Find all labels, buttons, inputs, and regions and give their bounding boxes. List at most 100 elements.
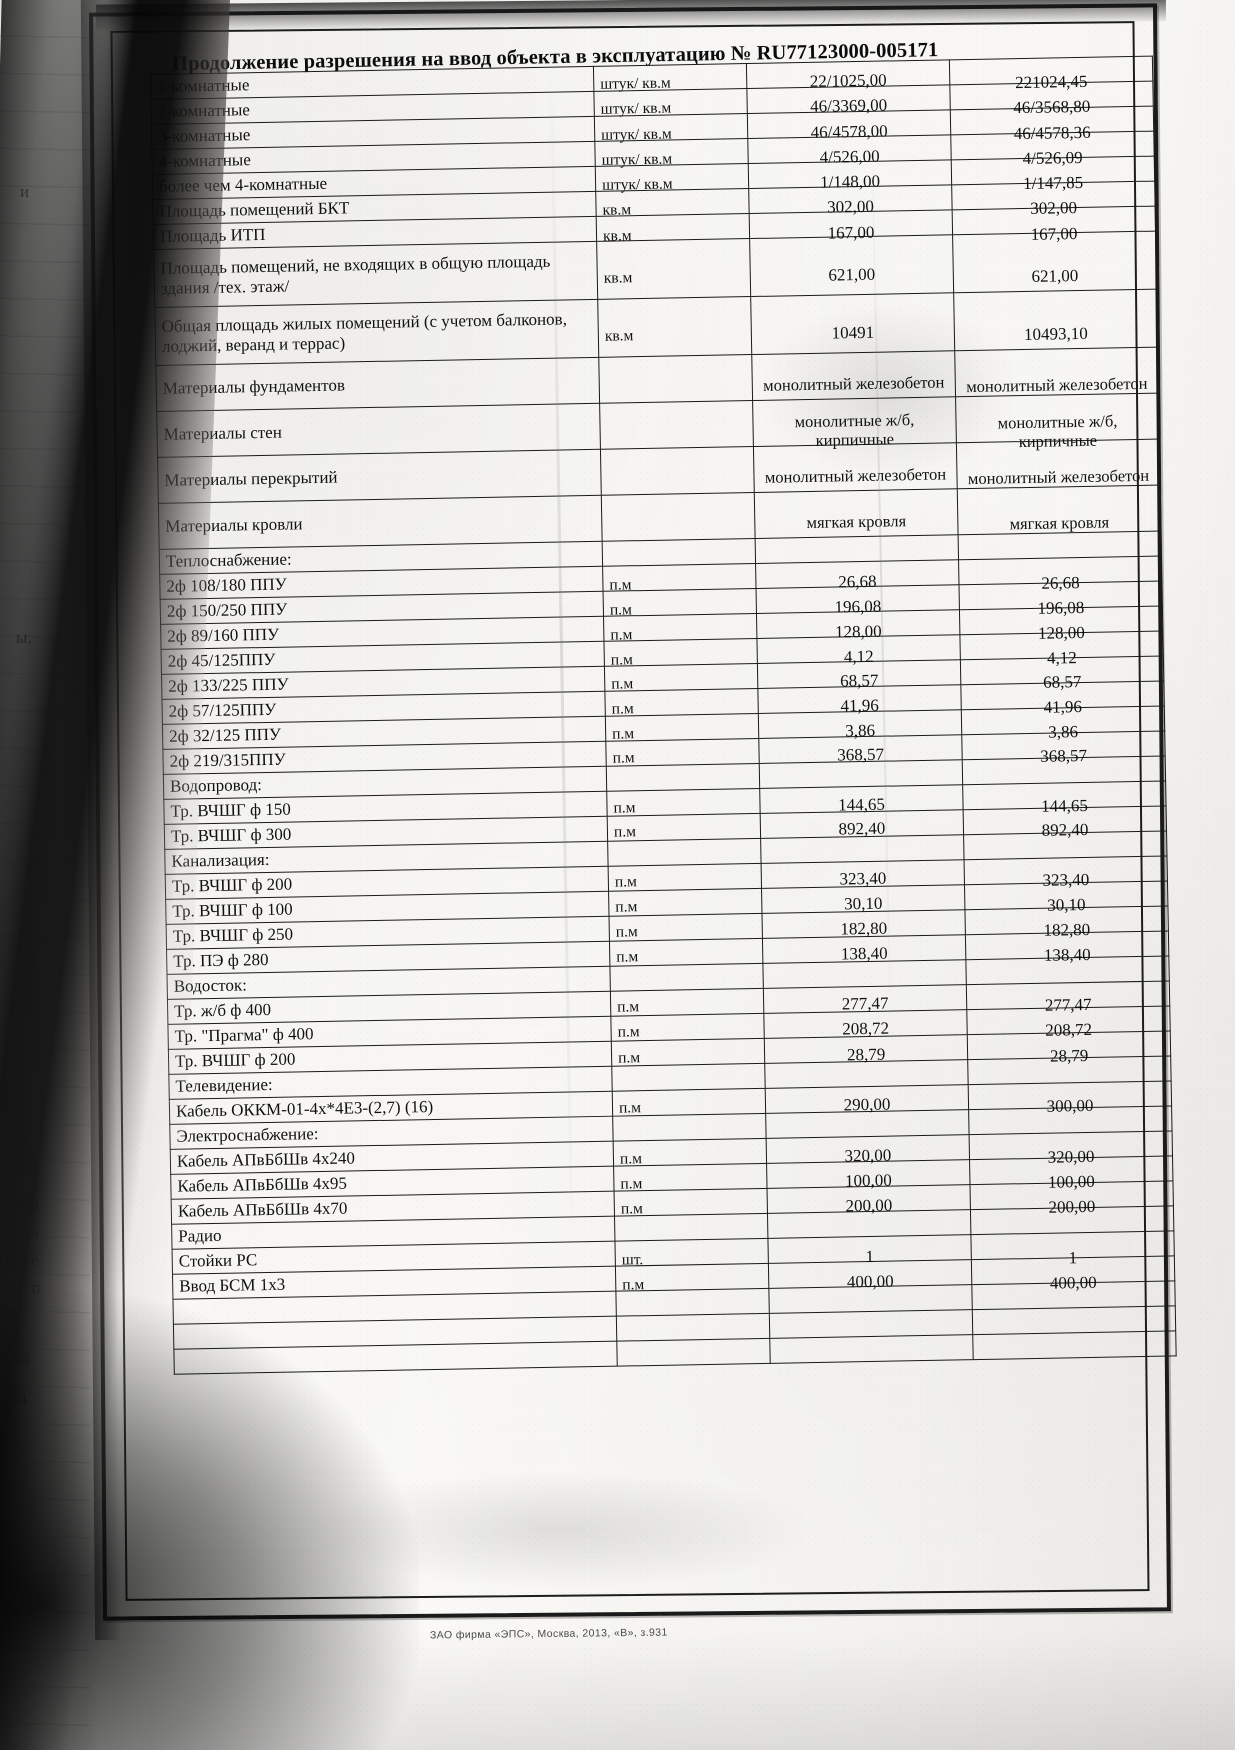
row-value-design: 621,00 xyxy=(749,243,954,306)
empty-cell xyxy=(616,1321,770,1350)
row-unit: п.м xyxy=(607,817,761,846)
row-value-actual: 196,08 xyxy=(959,594,1163,623)
row-unit: п.м xyxy=(609,942,763,971)
row-unit: п.м xyxy=(615,1270,769,1299)
row-value-design: 4/526,00 xyxy=(747,142,952,172)
row-unit xyxy=(614,1220,769,1249)
row-value-design: 10491 xyxy=(750,301,955,364)
row-unit xyxy=(612,1118,767,1147)
row-value-design: 290,00 xyxy=(765,1090,969,1120)
row-value-actual: 200,00 xyxy=(970,1192,1174,1222)
row-value-design xyxy=(767,1217,972,1247)
row-value-design: 277,47 xyxy=(763,989,967,1019)
row-unit xyxy=(600,454,755,504)
row-value-design: 100,00 xyxy=(766,1166,971,1196)
row-value-actual: 100,00 xyxy=(969,1167,1174,1197)
row-unit: п.м xyxy=(602,570,757,599)
row-unit: п.м xyxy=(608,867,762,896)
row-value-design: 68,57 xyxy=(757,666,961,696)
row-unit: штук/ кв.м xyxy=(595,170,749,199)
row-value-actual: 400,00 xyxy=(971,1268,1176,1298)
row-unit: п.м xyxy=(614,1194,768,1223)
row-value-design xyxy=(759,765,963,795)
empty-cell xyxy=(769,1343,974,1373)
row-value-design: 128,00 xyxy=(756,617,961,647)
row-parameter-name: Материалы перекрытий xyxy=(157,449,602,504)
row-value-actual: монолитные ж/б, кирпичные xyxy=(955,407,1160,457)
empty-cell xyxy=(972,1319,1176,1349)
row-value-design: 30,10 xyxy=(761,889,966,919)
row-value-design: 200,00 xyxy=(767,1191,971,1221)
row-value-design xyxy=(762,964,967,994)
row-value-actual xyxy=(970,1218,1175,1248)
row-value-actual: 10493,10 xyxy=(953,303,1158,365)
row-value-design: 1/148,00 xyxy=(748,167,952,197)
row-value-actual xyxy=(966,965,1170,995)
row-unit: шт. xyxy=(615,1245,769,1274)
row-parameter-name: Материалы кровли xyxy=(158,495,603,550)
row-value-actual: мягкая кровля xyxy=(957,499,1162,549)
row-unit: кв.м xyxy=(595,195,750,224)
row-unit: п.м xyxy=(611,1043,765,1072)
row-value-actual: 892,40 xyxy=(963,816,1167,845)
row-parameter-name: Материалы стен xyxy=(156,403,601,458)
row-unit: п.м xyxy=(603,595,757,624)
row-value-actual: 26,68 xyxy=(958,569,1163,598)
empty-cell xyxy=(769,1318,973,1348)
parameters-table: 1-комнатные штук/ кв.м 22/1025,00 221024,45… xyxy=(150,56,1177,1375)
row-parameter-name: Материалы фундаментов xyxy=(155,357,600,412)
row-value-actual: 4/526,09 xyxy=(950,144,1155,173)
row-value-actual xyxy=(963,840,1168,870)
parameters-table-body: 1-комнатные штук/ кв.м 22/1025,00 221024,45… xyxy=(150,56,1177,1375)
empty-cell xyxy=(972,1294,1176,1324)
row-value-actual: 167,00 xyxy=(952,220,1156,249)
row-unit: штук/ кв.м xyxy=(594,94,748,123)
row-value-design xyxy=(760,839,965,869)
row-value-actual: 1 xyxy=(971,1243,1175,1273)
row-unit: п.м xyxy=(604,669,758,698)
empty-cell xyxy=(616,1296,770,1325)
row-parameter-name: Общая площадь жилых помещений (с учетом … xyxy=(154,299,599,366)
row-value-design: 1 xyxy=(768,1242,972,1272)
row-value-design: 46/4578,00 xyxy=(747,117,951,147)
row-value-design xyxy=(765,1115,970,1145)
row-value-actual: 368,57 xyxy=(961,742,1166,771)
row-unit: п.м xyxy=(613,1144,767,1173)
row-unit: штук/ кв.м xyxy=(594,145,749,174)
row-value-design: 302,00 xyxy=(748,192,953,222)
row-value-actual: 320,00 xyxy=(969,1142,1173,1172)
row-unit: кв.м xyxy=(596,221,750,250)
row-unit xyxy=(599,408,754,458)
row-value-design: 26,68 xyxy=(755,567,960,597)
row-value-actual: 300,00 xyxy=(968,1091,1172,1121)
row-value-design: 22/1025,00 xyxy=(746,66,950,96)
row-unit: кв.м xyxy=(596,246,751,308)
row-unit: штук/ кв.м xyxy=(593,69,747,98)
row-value-actual: 302,00 xyxy=(951,194,1156,223)
row-value-design: 138,40 xyxy=(762,939,966,969)
row-unit: штук/ кв.м xyxy=(594,120,748,149)
row-value-actual xyxy=(967,1066,1172,1096)
row-value-design: 892,40 xyxy=(760,814,964,844)
empty-cell xyxy=(769,1293,973,1323)
row-value-actual: 621,00 xyxy=(952,245,1157,307)
row-value-actual: 68,57 xyxy=(960,668,1165,697)
row-unit: п.м xyxy=(608,892,763,921)
row-unit xyxy=(601,500,756,550)
row-value-design: монолитный железобетон xyxy=(753,451,958,502)
row-value-actual: 128,00 xyxy=(959,619,1164,648)
row-value-design: 46/3369,00 xyxy=(746,91,951,121)
row-unit xyxy=(606,768,760,797)
row-unit xyxy=(611,1068,766,1097)
row-value-design: 28,79 xyxy=(764,1040,968,1070)
row-unit: п.м xyxy=(612,1093,766,1122)
row-value-actual: монолитный железобетон xyxy=(956,453,1161,503)
row-value-actual: 30,10 xyxy=(964,890,1169,920)
row-value-design: 368,57 xyxy=(758,740,963,770)
row-value-actual xyxy=(962,767,1166,796)
row-unit: п.м xyxy=(610,992,764,1021)
row-unit xyxy=(610,967,764,996)
row-unit: п.м xyxy=(613,1169,768,1198)
row-value-design: 400,00 xyxy=(768,1267,972,1297)
